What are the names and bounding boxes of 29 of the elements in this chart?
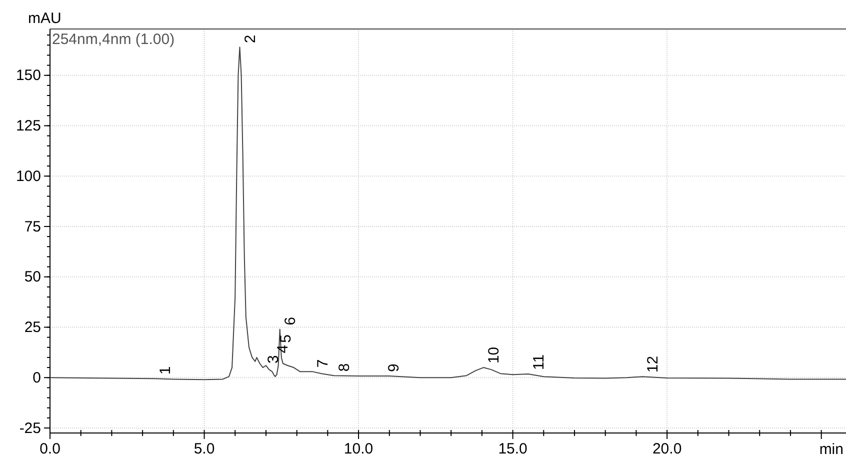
annotation: 9	[385, 364, 402, 372]
x-tick-label: 10.0	[344, 440, 374, 458]
x-tick-label: 0.0	[40, 440, 60, 458]
y-tick-label: 50	[24, 268, 41, 286]
annotation: 11	[530, 354, 548, 370]
annotation: 3	[265, 355, 282, 364]
x-tick-label: 15.0	[498, 440, 528, 458]
line-series	[50, 46, 846, 380]
annotation: 4	[274, 344, 292, 354]
y-tick-label: 150	[16, 67, 41, 84]
annotation: 8	[336, 363, 354, 372]
annotation: 6	[282, 316, 300, 326]
annotation: 12	[644, 356, 662, 373]
chart-subtitle: 254nm,4nm (1.00)	[52, 31, 175, 48]
y-tick-label: 100	[16, 168, 41, 185]
y-tick-label: 0	[32, 369, 41, 386]
x-tick-label: 20.0	[652, 440, 682, 458]
x-axis-title: min	[819, 441, 844, 458]
annotation: 1	[157, 366, 174, 375]
annotation: 2	[242, 34, 259, 44]
y-tick-label: 75	[24, 218, 41, 236]
y-tick-label: 25	[24, 319, 41, 336]
y-tick-label: -25	[19, 420, 41, 437]
annotation: 10	[486, 346, 503, 364]
annotation: 7	[314, 359, 332, 368]
annotation: 5	[277, 334, 294, 343]
y-axis-title: mAU	[28, 10, 62, 27]
x-tick-label: 5.0	[194, 440, 215, 458]
y-tick-label: 125	[16, 118, 41, 135]
